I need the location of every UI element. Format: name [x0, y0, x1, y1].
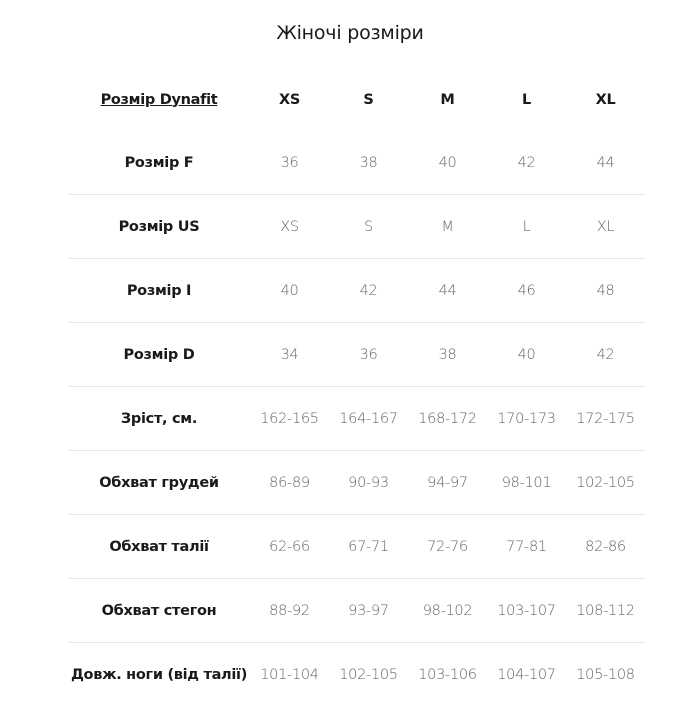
size-header: M	[408, 68, 487, 131]
table-cell: 40	[487, 323, 566, 387]
row-label: Обхват стегон	[68, 579, 250, 643]
table-cell: 48	[566, 259, 645, 323]
table-cell: S	[329, 195, 408, 259]
table-cell: 101-104	[250, 643, 329, 706]
table-cell: 77-81	[487, 515, 566, 579]
row-label: Розмір US	[68, 195, 250, 259]
table-cell: 103-107	[487, 579, 566, 643]
table-cell: L	[487, 195, 566, 259]
table-cell: 102-105	[329, 643, 408, 706]
table-cell: 46	[487, 259, 566, 323]
table-cell: 88-92	[250, 579, 329, 643]
table-cell: 82-86	[566, 515, 645, 579]
table-cell: 42	[329, 259, 408, 323]
table-cell: 44	[408, 259, 487, 323]
row-label: Розмір D	[68, 323, 250, 387]
table-cell: M	[408, 195, 487, 259]
table-cell: 40	[408, 131, 487, 195]
table-cell: 42	[566, 323, 645, 387]
table-cell: 93-97	[329, 579, 408, 643]
table-cell: 98-102	[408, 579, 487, 643]
row-label: Зріст, см.	[68, 387, 250, 451]
row-label: Обхват грудей	[68, 451, 250, 515]
table-cell: 86-89	[250, 451, 329, 515]
table-cell: 98-101	[487, 451, 566, 515]
table-cell: 170-173	[487, 387, 566, 451]
table-cell: 62-66	[250, 515, 329, 579]
table-cell: 162-165	[250, 387, 329, 451]
row-label: Розмір F	[68, 131, 250, 195]
table-cell: 102-105	[566, 451, 645, 515]
table-cell: 172-175	[566, 387, 645, 451]
table-cell: XL	[566, 195, 645, 259]
table-cell: 38	[408, 323, 487, 387]
table-cell: 103-106	[408, 643, 487, 706]
table-cell: 105-108	[566, 643, 645, 706]
table-cell: 42	[487, 131, 566, 195]
table-cell: XS	[250, 195, 329, 259]
size-header: XL	[566, 68, 645, 131]
size-header: XS	[250, 68, 329, 131]
row-label: Розмір I	[68, 259, 250, 323]
size-header: L	[487, 68, 566, 131]
table-cell: 164-167	[329, 387, 408, 451]
table-cell: 36	[329, 323, 408, 387]
table-cell: 168-172	[408, 387, 487, 451]
size-header: S	[329, 68, 408, 131]
table-cell: 40	[250, 259, 329, 323]
table-cell: 34	[250, 323, 329, 387]
table-cell: 38	[329, 131, 408, 195]
table-cell: 67-71	[329, 515, 408, 579]
table-cell: 90-93	[329, 451, 408, 515]
table-cell: 108-112	[566, 579, 645, 643]
brand-size-header-link[interactable]: Розмір Dynafit	[68, 68, 250, 131]
row-label: Довж. ноги (від талії)	[68, 643, 250, 706]
row-label: Обхват талії	[68, 515, 250, 579]
page-title: Жіночі розміри	[0, 22, 700, 44]
table-cell: 94-97	[408, 451, 487, 515]
table-cell: 44	[566, 131, 645, 195]
table-cell: 104-107	[487, 643, 566, 706]
table-header-row: Розмір Dynafit XS S M L XL	[68, 68, 645, 131]
table-cell: 72-76	[408, 515, 487, 579]
table-cell: 36	[250, 131, 329, 195]
